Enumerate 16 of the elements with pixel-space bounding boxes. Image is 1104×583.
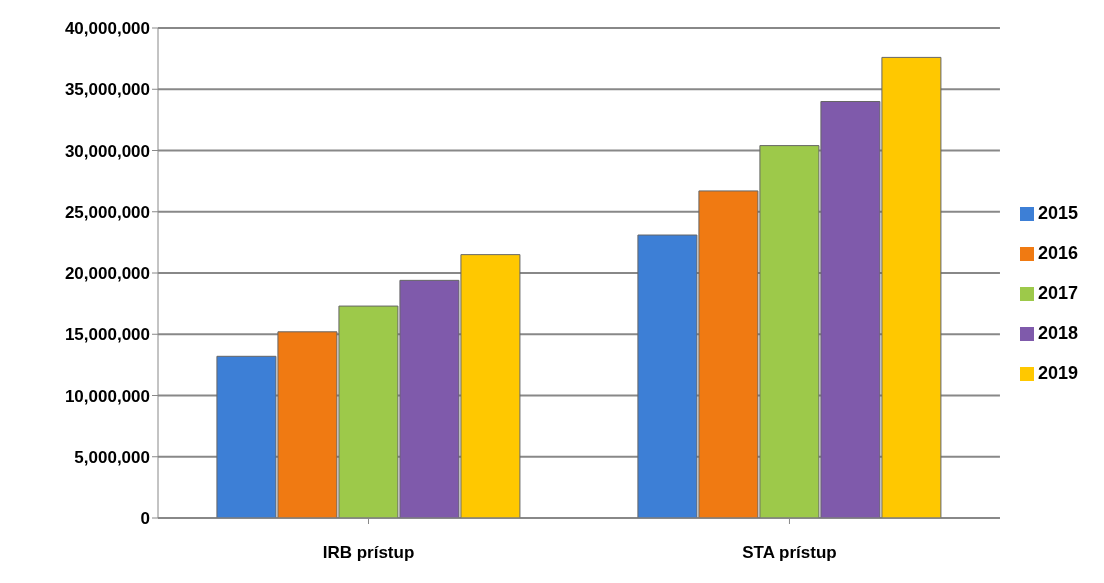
y-tick-label: 0 (140, 509, 150, 529)
legend-label: 2017 (1037, 283, 1078, 303)
y-tick-label: 30,000,000 (64, 141, 150, 161)
legend-label: 2019 (1037, 363, 1078, 383)
y-tick-label: 20,000,000 (64, 264, 150, 284)
y-tick-label: 35,000,000 (64, 80, 150, 100)
legend-label: 2016 (1037, 243, 1078, 263)
legend-label: 2018 (1037, 323, 1078, 343)
y-tick-label: 10,000,000 (64, 386, 150, 406)
legend-label: 2015 (1037, 203, 1078, 223)
x-tick-label: IRB prístup (322, 543, 415, 563)
y-tick-label: 25,000,000 (64, 202, 150, 222)
x-tick-label: STA prístup (742, 543, 837, 563)
y-tick-label: 15,000,000 (64, 325, 150, 345)
y-tick-label: 40,000,000 (64, 19, 150, 39)
y-tick-label: 5,000,000 (74, 447, 150, 467)
